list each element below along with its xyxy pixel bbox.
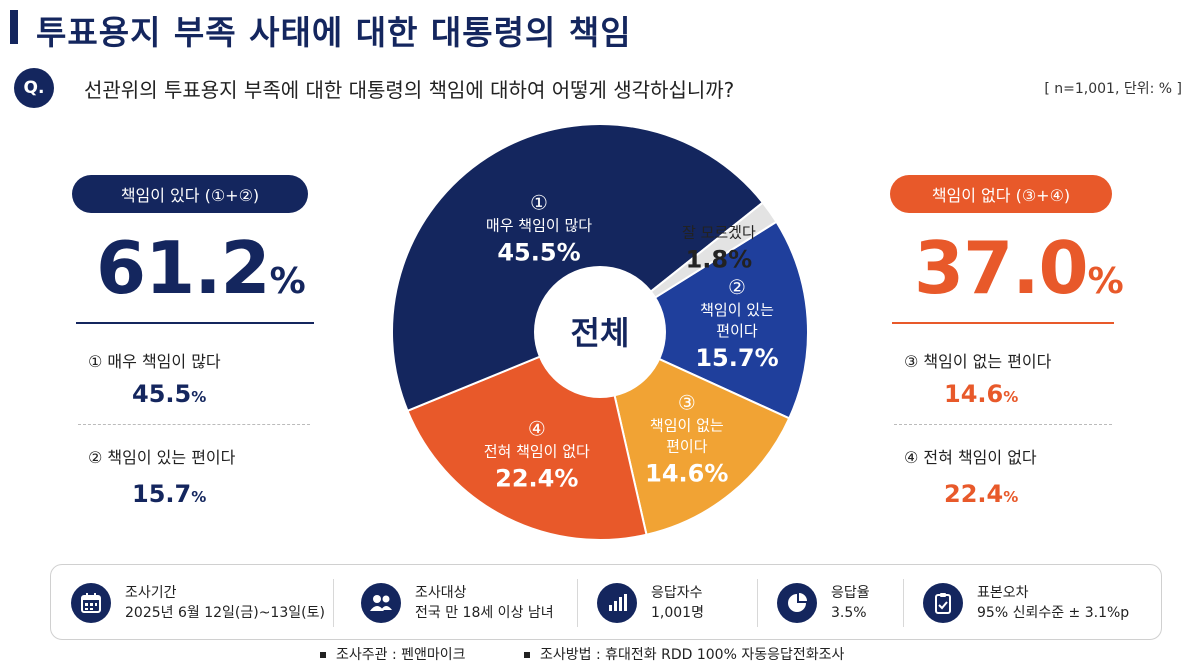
survey-response-rate-title: 응답율 [831, 585, 870, 601]
not-responsible-group-pill: 책임이 없다 (③+④) [890, 175, 1112, 213]
question-text: 선관위의 투표용지 부족에 대한 대통령의 책임에 대하여 어떻게 생각하십니까… [84, 78, 735, 102]
responsible-item-2-label: ② 책임이 있는 편이다 [88, 448, 236, 467]
slice-label-2: 책임이 없는 [650, 416, 724, 434]
responsible-divider [76, 322, 314, 324]
info-separator [333, 579, 334, 627]
slice-value-4: 45.5% [497, 238, 580, 266]
not-responsible-item-1-number: 14.6 [944, 380, 1004, 408]
slice-label-1: 편이다 [716, 322, 758, 340]
survey-respondents-value: 1,001명 [651, 605, 704, 621]
bar-chart-icon [597, 583, 637, 623]
footer-method: 조사방법 : 휴대전화 RDD 100% 자동응답전화조사 [524, 644, 844, 664]
not-responsible-item-1-label: ③ 책임이 없는 편이다 [904, 352, 1052, 371]
responsible-item-1-number: 45.5 [132, 380, 192, 408]
survey-response-rate-value: 3.5% [831, 605, 867, 621]
info-separator [903, 579, 904, 627]
pie-chart-icon [777, 583, 817, 623]
footer-method-text: 조사방법 : 휴대전화 RDD 100% 자동응답전화조사 [540, 647, 845, 663]
slice-label-1: 책임이 있는 [700, 301, 774, 319]
pie-center-label: 전체 [571, 314, 630, 352]
survey-sampling-error: 표본오차 95% 신뢰수준 ± 3.1%p [923, 565, 1129, 641]
survey-target-title: 조사대상 [415, 585, 467, 601]
question-badge: Q. [14, 68, 54, 108]
responsible-item-1-unit: % [191, 388, 207, 406]
calendar-icon [71, 583, 111, 623]
bullet-square [320, 652, 326, 658]
responsible-item-2-unit: % [191, 488, 207, 506]
title-accent-bar [10, 10, 18, 44]
responsible-total-unit: % [269, 261, 306, 302]
survey-target-value: 전국 만 18세 이상 남녀 [415, 605, 554, 621]
slice-value-2: 14.6% [645, 459, 728, 487]
pie-slice-4 [391, 123, 765, 413]
not-responsible-total-value: 37.0 [914, 226, 1089, 310]
survey-sampling-error-value: 95% 신뢰수준 ± 3.1%p [977, 605, 1130, 621]
pie-center-hole [534, 266, 666, 398]
responsible-total: 61.2% [96, 226, 306, 310]
slice-number-3: ④ [528, 416, 546, 440]
not-responsible-dashed-divider [894, 424, 1112, 425]
not-responsible-total: 37.0% [914, 226, 1124, 310]
bullet-square [524, 652, 530, 658]
not-responsible-item-1-value: 14.6% [944, 380, 1018, 408]
slice-value-3: 22.4% [495, 464, 578, 492]
survey-period-value: 2025년 6월 12일(금)~13일(토) [125, 605, 325, 621]
responsible-group-pill: 책임이 있다 (①+②) [72, 175, 308, 213]
clipboard-icon [923, 583, 963, 623]
survey-response-rate: 응답율 3.5% [777, 565, 870, 641]
not-responsible-divider [892, 322, 1114, 324]
slice-value-1: 15.7% [695, 344, 778, 372]
survey-respondents: 응답자수 1,001명 [597, 565, 704, 641]
responsible-total-value: 61.2 [96, 226, 271, 310]
pie-slice-1 [597, 220, 809, 420]
not-responsible-item-2-label: ④ 전혀 책임이 없다 [904, 448, 1037, 467]
page-title: 투표용지 부족 사태에 대한 대통령의 책임 [36, 13, 632, 52]
not-responsible-item-2-number: 22.4 [944, 480, 1004, 508]
responsible-item-2-number: 15.7 [132, 480, 192, 508]
survey-period: 조사기간 2025년 6월 12일(금)~13일(토) [71, 565, 325, 641]
slice-number-1: ② [728, 275, 746, 299]
slice-number-2: ③ [678, 390, 696, 414]
not-responsible-item-2-unit: % [1003, 488, 1019, 506]
slice-label-3: 전혀 책임이 없다 [484, 442, 590, 460]
not-responsible-item-2-value: 22.4% [944, 480, 1018, 508]
slice-number-4: ① [530, 190, 548, 214]
survey-sampling-error-title: 표본오차 [977, 585, 1029, 601]
responsible-item-1-value: 45.5% [132, 380, 206, 408]
pie-slice-2 [598, 330, 791, 536]
not-responsible-item-1-unit: % [1003, 388, 1019, 406]
not-responsible-total-unit: % [1087, 261, 1124, 302]
footer-sponsor: 조사주관 : 펜앤마이크 [320, 644, 466, 664]
slice-label-2: 편이다 [666, 437, 708, 455]
footer-sponsor-text: 조사주관 : 펜앤마이크 [336, 647, 466, 663]
survey-respondents-title: 응답자수 [651, 585, 703, 601]
responsible-item-1-label: ① 매우 책임이 많다 [88, 352, 221, 371]
slice-label-4: 매우 책임이 많다 [486, 216, 592, 234]
responsible-item-2-value: 15.7% [132, 480, 206, 508]
sample-note: [ n=1,001, 단위: % ] [1044, 81, 1182, 97]
people-icon [361, 583, 401, 623]
info-separator [577, 579, 578, 627]
survey-period-title: 조사기간 [125, 585, 177, 601]
info-separator [757, 579, 758, 627]
slice-value-5: 1.8% [686, 246, 753, 274]
responsible-dashed-divider [78, 424, 310, 425]
slice-label-5: 잘 모르겠다 [682, 224, 756, 242]
